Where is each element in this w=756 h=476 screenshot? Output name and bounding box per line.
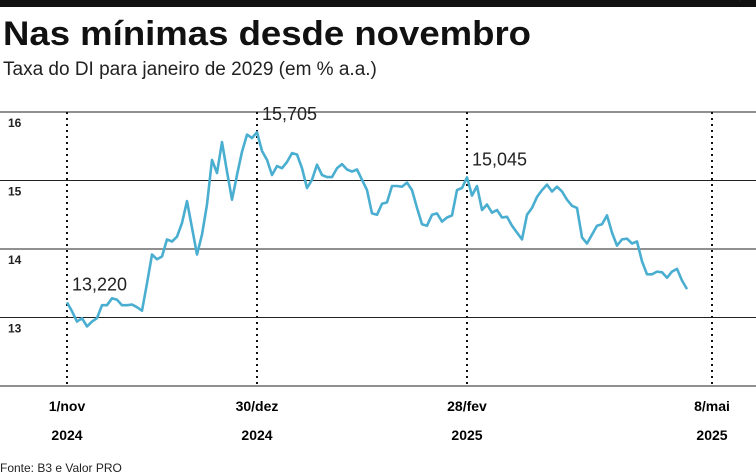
value-label: 15,705 (262, 104, 317, 124)
chart-title: Nas mínimas desde novembro (3, 15, 531, 53)
y-tick-label: 15 (8, 185, 22, 199)
series-line (65, 130, 689, 328)
y-tick-label: 16 (8, 116, 22, 130)
top-bar (0, 0, 756, 7)
x-tick-label: 28/fev 2025 (447, 398, 487, 443)
x-tick-label: 1/nov 2024 (48, 398, 86, 443)
value-label: 13,220 (72, 274, 127, 294)
y-tick-label: 14 (8, 253, 22, 267)
x-tick-label: 30/dez 2024 (235, 398, 279, 443)
y-tick-label: 13 (8, 322, 22, 336)
value-label: 15,045 (472, 149, 527, 169)
value-label: 13,415 (717, 0, 756, 4)
chart-subtitle: Taxa do DI para janeiro de 2029 (em % a.… (3, 59, 377, 80)
source: Fonte: B3 e Valor PRO (0, 461, 122, 475)
x-tick-label: 8/mai 2025 (694, 398, 730, 443)
